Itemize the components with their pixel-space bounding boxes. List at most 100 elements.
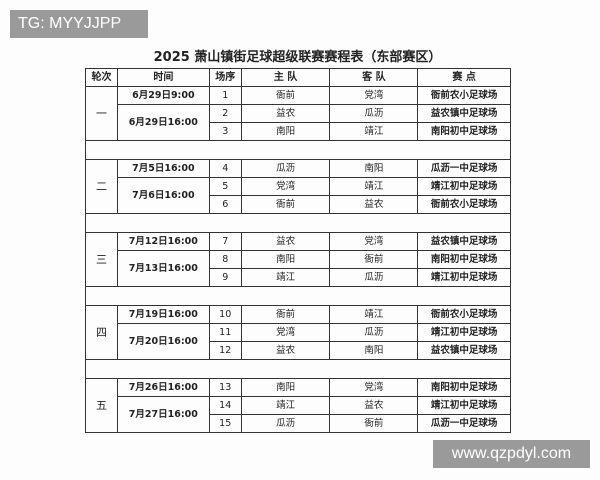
away-team-cell: 瓜沥 bbox=[329, 104, 419, 123]
venue-cell: 靖江初中足球场 bbox=[417, 396, 511, 415]
spacer-cell bbox=[85, 213, 511, 233]
match-no-cell: 7 bbox=[208, 232, 242, 251]
time-cell: 7月19日16:00 bbox=[116, 305, 210, 324]
match-no-cell: 15 bbox=[208, 414, 242, 433]
away-team-cell: 党湾 bbox=[329, 378, 419, 397]
away-team-cell: 靖江 bbox=[329, 305, 419, 324]
header-round: 轮次 bbox=[85, 68, 118, 87]
match-no-cell: 12 bbox=[208, 341, 242, 360]
match-no-cell: 4 bbox=[208, 159, 242, 178]
schedule-table: 轮次 时间 场序 主 队 客 队 赛 点 一 6月29日9:00 1 衙前 党湾 衙前农小… bbox=[85, 68, 511, 433]
spacer-cell bbox=[85, 359, 511, 379]
time-cell: 7月6日16:00 bbox=[116, 177, 210, 214]
table-row: 9 靖江 瓜沥 靖江初中足球场 bbox=[86, 268, 511, 287]
spacer-row bbox=[85, 213, 511, 233]
table-row: 15 瓜沥 衙前 瓜沥一中足球场 bbox=[86, 414, 511, 433]
table-row: 五 7月26日16:00 13 南阳 党湾 南阳初中足球场 bbox=[85, 378, 511, 433]
match-no-cell: 10 bbox=[208, 305, 242, 324]
time-cell: 7月13日16:00 bbox=[116, 250, 210, 287]
away-team-cell: 衙前 bbox=[329, 414, 419, 433]
time-cell: 7月26日16:00 bbox=[116, 378, 210, 397]
time-cell: 7月12日16:00 bbox=[116, 232, 210, 251]
table-row: 7月27日16:00 14 靖江 益农 靖江初中足球场 bbox=[86, 396, 511, 433]
away-team-cell: 瓜沥 bbox=[329, 323, 419, 342]
venue-cell: 瓜沥一中足球场 bbox=[417, 414, 511, 433]
header-time: 时间 bbox=[116, 68, 210, 87]
time-cell: 7月20日16:00 bbox=[116, 323, 210, 360]
venue-cell: 衙前农小足球场 bbox=[417, 86, 511, 105]
home-team-cell: 南阳 bbox=[240, 122, 331, 141]
header-home: 主 队 bbox=[240, 68, 331, 87]
round-cell: 一 bbox=[85, 86, 118, 141]
home-team-cell: 衙前 bbox=[240, 86, 331, 105]
page-title: 2025 萧山镇街足球超级联赛赛程表（东部赛区） bbox=[153, 50, 442, 65]
spacer-cell bbox=[85, 286, 511, 306]
away-team-cell: 衙前 bbox=[329, 250, 419, 269]
table-row: 3 南阳 靖江 南阳初中足球场 bbox=[86, 122, 511, 141]
home-team-cell: 衙前 bbox=[240, 195, 331, 214]
table-row: 7月20日16:00 11 党湾 瓜沥 靖江初中足球场 bbox=[86, 323, 511, 360]
venue-cell: 益农镇中足球场 bbox=[417, 232, 511, 251]
header-away: 客 队 bbox=[329, 68, 419, 87]
venue-cell: 瓜沥一中足球场 bbox=[417, 159, 511, 178]
spacer-row bbox=[85, 359, 511, 379]
time-cell: 6月29日9:00 bbox=[116, 86, 210, 105]
away-team-cell: 靖江 bbox=[329, 177, 419, 196]
home-team-cell: 衙前 bbox=[240, 305, 331, 324]
home-team-cell: 靖江 bbox=[240, 268, 331, 287]
away-team-cell: 靖江 bbox=[329, 122, 419, 141]
watermark-top-left: TG: MYYJJPP bbox=[10, 10, 148, 38]
match-no-cell: 5 bbox=[208, 177, 242, 196]
away-team-cell: 南阳 bbox=[329, 159, 419, 178]
match-no-cell: 13 bbox=[208, 378, 242, 397]
time-cell: 7月27日16:00 bbox=[116, 396, 210, 433]
home-team-cell: 瓜沥 bbox=[240, 414, 331, 433]
away-team-cell: 益农 bbox=[329, 195, 419, 214]
header-match-no: 场序 bbox=[208, 68, 242, 87]
venue-cell: 衙前农小足球场 bbox=[417, 305, 511, 324]
watermark-bottom-right: www.qzpdyl.com bbox=[433, 440, 590, 468]
venue-cell: 靖江初中足球场 bbox=[417, 177, 511, 196]
away-team-cell: 党湾 bbox=[329, 86, 419, 105]
table-row: 三 7月12日16:00 7 益农 党湾 益农镇中足球场 bbox=[85, 232, 511, 287]
round-cell: 四 bbox=[85, 305, 118, 360]
table-row: 7月13日16:00 8 南阳 衙前 南阳初中足球场 bbox=[86, 250, 511, 287]
home-team-cell: 南阳 bbox=[240, 250, 331, 269]
match-no-cell: 11 bbox=[208, 323, 242, 342]
match-no-cell: 9 bbox=[208, 268, 242, 287]
spacer-cell bbox=[85, 140, 511, 160]
time-cell: 7月5日16:00 bbox=[116, 159, 210, 178]
match-no-cell: 2 bbox=[208, 104, 242, 123]
home-team-cell: 益农 bbox=[240, 341, 331, 360]
away-team-cell: 南阳 bbox=[329, 341, 419, 360]
away-team-cell: 党湾 bbox=[329, 232, 419, 251]
home-team-cell: 南阳 bbox=[240, 378, 331, 397]
round-cell: 二 bbox=[85, 159, 118, 214]
home-team-cell: 党湾 bbox=[240, 177, 331, 196]
spacer-row bbox=[85, 286, 511, 306]
venue-cell: 南阳初中足球场 bbox=[417, 378, 511, 397]
venue-cell: 益农镇中足球场 bbox=[417, 341, 511, 360]
match-no-cell: 8 bbox=[208, 250, 242, 269]
spacer-row bbox=[85, 140, 511, 160]
venue-cell: 南阳初中足球场 bbox=[417, 122, 511, 141]
home-team-cell: 党湾 bbox=[240, 323, 331, 342]
table-row: 二 7月5日16:00 4 瓜沥 南阳 瓜沥一中足球场 bbox=[85, 159, 511, 214]
venue-cell: 益农镇中足球场 bbox=[417, 104, 511, 123]
venue-cell: 衙前农小足球场 bbox=[417, 195, 511, 214]
match-no-cell: 3 bbox=[208, 122, 242, 141]
header-venue: 赛 点 bbox=[417, 68, 511, 87]
table-row: 7月6日16:00 5 党湾 靖江 靖江初中足球场 bbox=[86, 177, 511, 214]
away-team-cell: 瓜沥 bbox=[329, 268, 419, 287]
table-row: 6月29日16:00 2 益农 瓜沥 益农镇中足球场 bbox=[86, 104, 511, 141]
header-row: 轮次 时间 场序 主 队 客 队 赛 点 bbox=[85, 68, 511, 87]
home-team-cell: 瓜沥 bbox=[240, 159, 331, 178]
away-team-cell: 益农 bbox=[329, 396, 419, 415]
match-no-cell: 14 bbox=[208, 396, 242, 415]
home-team-cell: 益农 bbox=[240, 104, 331, 123]
home-team-cell: 靖江 bbox=[240, 396, 331, 415]
venue-cell: 靖江初中足球场 bbox=[417, 323, 511, 342]
venue-cell: 靖江初中足球场 bbox=[417, 268, 511, 287]
table-row: 四 7月19日16:00 10 衙前 靖江 衙前农小足球场 bbox=[85, 305, 511, 360]
home-team-cell: 益农 bbox=[240, 232, 331, 251]
